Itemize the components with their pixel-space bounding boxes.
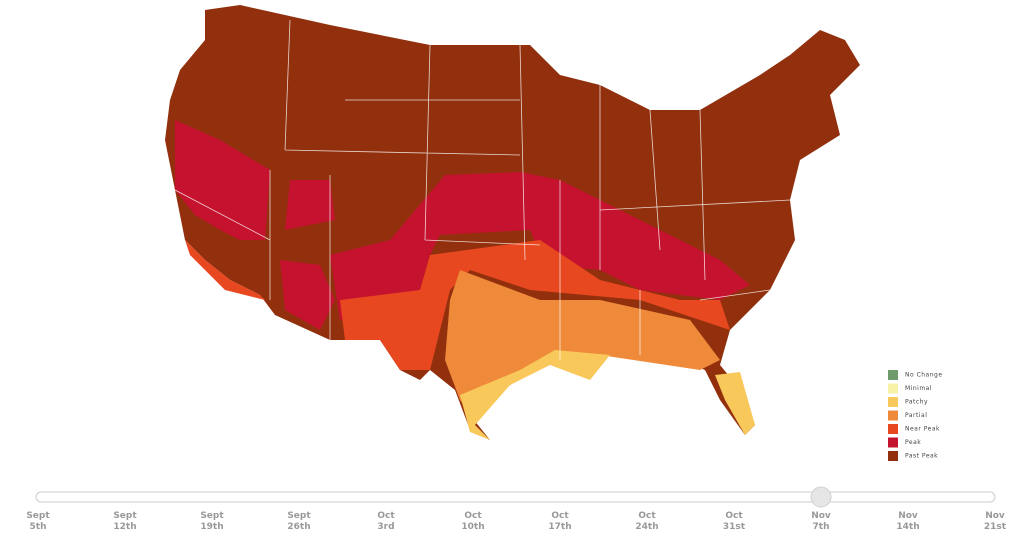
near-peak-region [185,240,265,300]
date-month[interactable]: Oct [464,511,482,521]
legend-label: Peak [905,439,921,446]
legend-label: No Change [905,372,943,379]
legend-swatch [888,410,898,421]
date-month[interactable]: Oct [377,511,395,521]
timeline-slider: Sept5thSept12thSept19thSept26thOct3rdOct… [26,486,1007,532]
peak-region [280,260,335,330]
date-day[interactable]: 17th [548,522,571,532]
date-month[interactable]: Oct [551,511,569,521]
patchy-region [460,350,610,440]
date-day[interactable]: 12th [113,522,136,532]
legend-swatch [888,397,898,407]
date-day[interactable]: 24th [635,522,658,532]
date-month[interactable]: Sept [287,511,311,521]
legend-label: Past Peak [905,453,938,460]
date-day[interactable]: 31st [723,522,746,532]
date-month[interactable]: Sept [200,511,224,521]
date-month[interactable]: Oct [725,511,743,521]
legend-swatch [888,370,898,380]
date-day[interactable]: 19th [200,522,223,532]
patchy-region [715,372,755,435]
date-month[interactable]: Sept [113,511,137,521]
date-day[interactable]: 26th [287,522,310,532]
legend-swatch [888,424,898,434]
slider-track [35,491,996,503]
date-month[interactable]: Nov [811,511,831,521]
date-month[interactable]: Nov [985,511,1005,521]
date-month[interactable]: Sept [26,511,50,521]
legend-label: Patchy [905,399,928,406]
legend: No Change Minimal Patchy Partial Near Peak Pe… [888,370,943,461]
legend-label: Minimal [905,385,932,392]
date-day[interactable]: 10th [461,522,484,532]
legend-swatch [888,451,898,461]
date-day[interactable]: 21st [984,522,1007,532]
date-day[interactable]: 7th [813,522,830,532]
date-month[interactable]: Nov [898,511,918,521]
legend-swatch [888,383,898,394]
date-month[interactable]: Oct [638,511,656,521]
state-borders [174,19,791,360]
peak-region [285,180,335,230]
date-day[interactable]: 14th [896,522,919,532]
legend-swatch [888,437,898,448]
near-peak-region [340,240,730,370]
slider-thumb[interactable] [810,486,832,508]
legend-label: Near Peak [905,426,940,433]
us-map [165,5,860,440]
date-day[interactable]: 5th [30,522,47,532]
peak-region [175,120,270,240]
date-day[interactable]: 3rd [377,522,394,532]
legend-label: Partial [905,412,927,419]
